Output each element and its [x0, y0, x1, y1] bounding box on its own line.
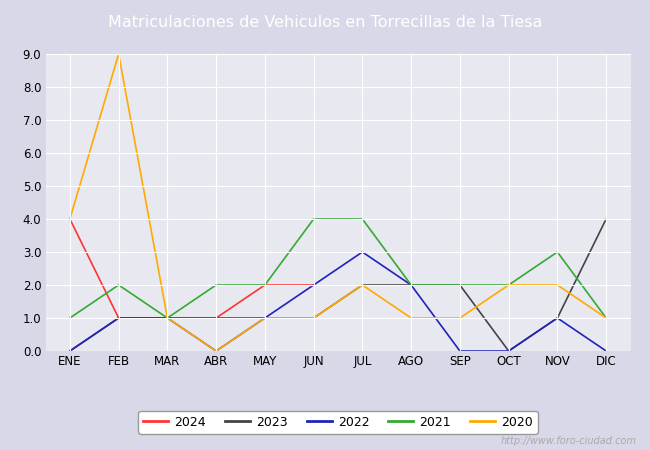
Text: http://www.foro-ciudad.com: http://www.foro-ciudad.com: [501, 436, 637, 446]
Text: Matriculaciones de Vehiculos en Torrecillas de la Tiesa: Matriculaciones de Vehiculos en Torrecil…: [108, 15, 542, 30]
Legend: 2024, 2023, 2022, 2021, 2020: 2024, 2023, 2022, 2021, 2020: [138, 411, 538, 434]
